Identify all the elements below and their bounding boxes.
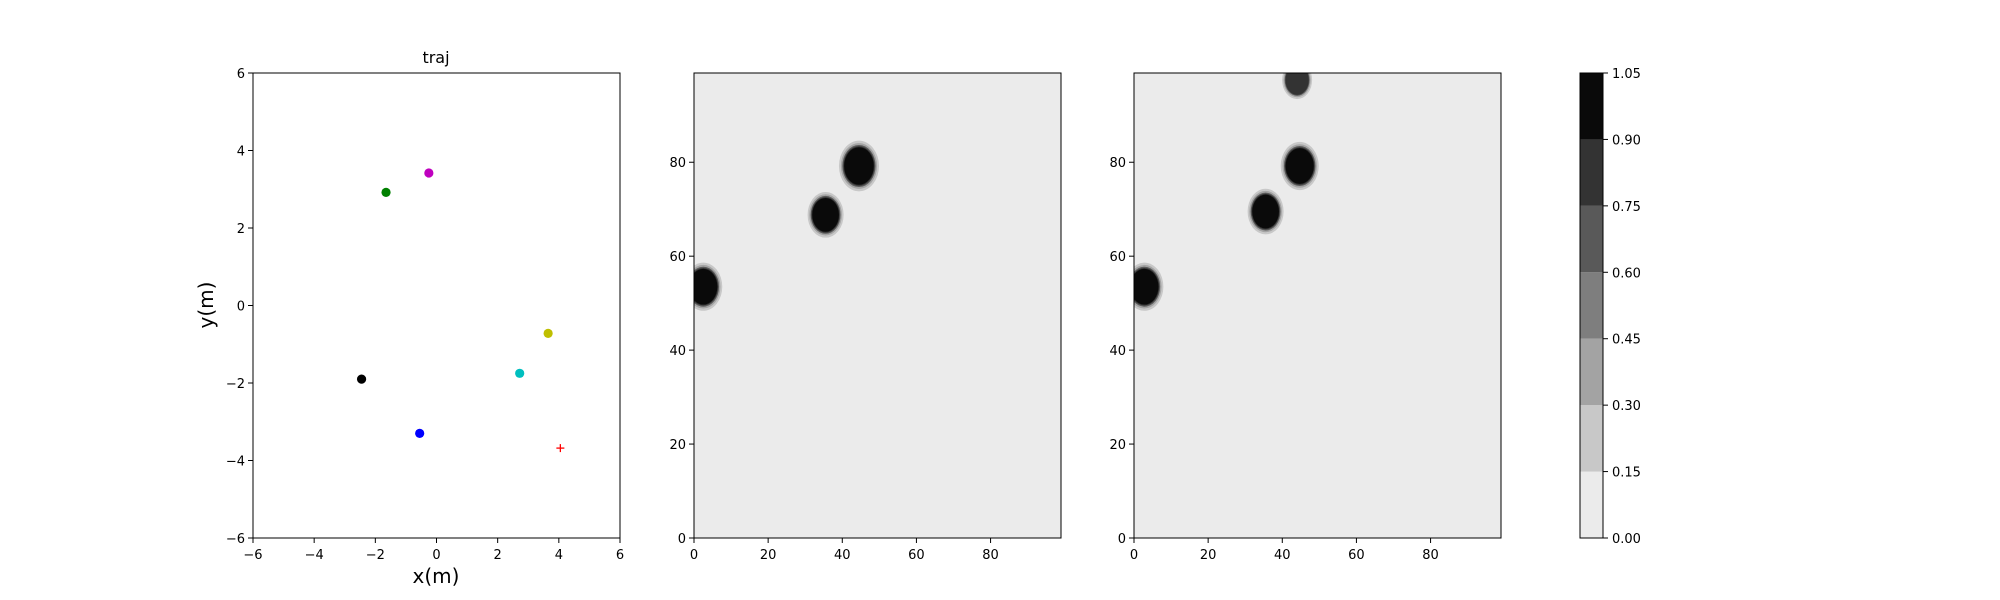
heatmap-2-field <box>1134 73 1501 538</box>
y-tick-label: −6 <box>226 532 245 547</box>
y-tick-label: 40 <box>1109 344 1126 359</box>
heatmap-1-frame <box>693 72 1062 539</box>
colorbar-band <box>1580 139 1603 206</box>
heatmap-blob <box>694 262 723 311</box>
colorbar-tick-label: 0.30 <box>1612 399 1641 414</box>
y-tick-label: 20 <box>1109 438 1126 453</box>
heatmap-panel-2: 0 20 40 60 80 0 20 40 60 80 <box>1109 72 1502 563</box>
y-tick-label: 80 <box>669 156 686 171</box>
x-tick-label: 20 <box>760 548 777 563</box>
x-tick-label: 40 <box>1274 548 1291 563</box>
colorbar-ticks: 0.00 0.15 0.30 0.45 0.60 0.75 0.90 1.05 <box>1603 67 1641 547</box>
y-tick-label: 0 <box>237 300 245 315</box>
y-tick-label: −4 <box>226 455 245 470</box>
colorbar-tick-label: 0.60 <box>1612 266 1641 281</box>
colorbar-frame <box>1579 72 1604 539</box>
y-tick-label: −2 <box>226 377 245 392</box>
colorbar-tick-label: 0.15 <box>1612 466 1641 481</box>
heatmap-blob <box>1280 141 1319 191</box>
y-tick-label: 20 <box>669 438 686 453</box>
y-tick-label: 60 <box>1109 250 1126 265</box>
colorbar-band <box>1580 73 1603 140</box>
y-tick-label: 6 <box>237 67 245 82</box>
heatmap-blob <box>1282 73 1313 100</box>
heatmap-blob <box>807 192 844 238</box>
heatmap-blob <box>838 140 879 192</box>
x-tick-label: 60 <box>908 548 925 563</box>
y-tick-label: 40 <box>669 344 686 359</box>
colorbar-bands <box>1580 73 1603 538</box>
heatmap-2-x-ticks: 0 20 40 60 80 <box>1130 538 1439 563</box>
traj-marks <box>356 168 565 453</box>
y-tick-label: 2 <box>237 222 245 237</box>
heatmap-2-frame <box>1133 72 1502 539</box>
y-tick-label: 60 <box>669 250 686 265</box>
colorbar-tick-label: 0.00 <box>1612 532 1641 547</box>
heatmap-1-field <box>694 73 1061 538</box>
y-tick-label: 0 <box>1118 532 1126 547</box>
colorbar-tick-label: 0.75 <box>1612 200 1641 215</box>
x-tick-label: 2 <box>494 548 502 563</box>
colorbar-tick-label: 1.05 <box>1612 67 1641 82</box>
colorbar-tick-label: 0.90 <box>1612 133 1641 148</box>
y-tick-label: 80 <box>1109 156 1126 171</box>
colorbar-band <box>1580 471 1603 538</box>
colorbar-band <box>1580 405 1603 472</box>
x-tick-label: 20 <box>1200 548 1217 563</box>
x-tick-label: 60 <box>1348 548 1365 563</box>
heatmap-background <box>1134 73 1501 538</box>
heatmap-background <box>694 73 1061 538</box>
colorbar-band <box>1580 338 1603 406</box>
x-tick-label: −4 <box>305 548 324 563</box>
heatmap-blob <box>1247 188 1284 235</box>
heatmap-panel-1: 0 20 40 60 80 0 20 40 60 80 <box>669 72 1062 563</box>
scatter-point <box>356 374 367 384</box>
x-tick-label: 0 <box>432 548 440 563</box>
x-tick-label: 80 <box>1422 548 1439 563</box>
x-tick-label: 0 <box>1130 548 1138 563</box>
scatter-point <box>556 444 565 453</box>
scatter-point <box>381 187 391 197</box>
scatter-point <box>543 328 553 338</box>
traj-x-ticks: −6 −4 −2 0 2 4 6 <box>243 538 624 563</box>
scatter-point <box>515 368 525 378</box>
x-tick-label: 40 <box>834 548 851 563</box>
heatmap-2-y-ticks: 0 20 40 60 80 <box>1109 156 1134 547</box>
traj-y-ticks: −6 −4 −2 0 2 4 6 <box>226 67 253 547</box>
heatmap-1-y-ticks: 0 20 40 60 80 <box>669 156 694 547</box>
x-tick-label: 80 <box>982 548 999 563</box>
x-tick-label: −6 <box>243 548 262 563</box>
traj-y-axis-label: y(m) <box>194 282 218 329</box>
x-tick-label: 0 <box>690 548 698 563</box>
traj-plot-frame <box>252 72 621 539</box>
colorbar-tick-label: 0.45 <box>1612 333 1641 348</box>
traj-panel: traj −6 −4 −2 0 2 4 6 −6 −4 −2 0 2 4 6 x(m) y(m) <box>194 48 624 588</box>
traj-title: traj <box>422 48 449 67</box>
colorbar-band <box>1580 205 1603 273</box>
x-tick-label: 6 <box>616 548 624 563</box>
traj-x-axis-label: x(m) <box>413 564 460 588</box>
heatmap-1-x-ticks: 0 20 40 60 80 <box>690 538 999 563</box>
y-tick-label: 0 <box>678 532 686 547</box>
colorbar: 0.00 0.15 0.30 0.45 0.60 0.75 0.90 1.05 <box>1579 67 1641 547</box>
colorbar-band <box>1580 272 1603 339</box>
heatmap-blob <box>1134 262 1164 311</box>
y-tick-label: 4 <box>237 145 245 160</box>
x-tick-label: 4 <box>555 548 563 563</box>
x-tick-label: −2 <box>366 548 385 563</box>
scatter-point <box>415 428 425 438</box>
scatter-point <box>424 168 434 178</box>
